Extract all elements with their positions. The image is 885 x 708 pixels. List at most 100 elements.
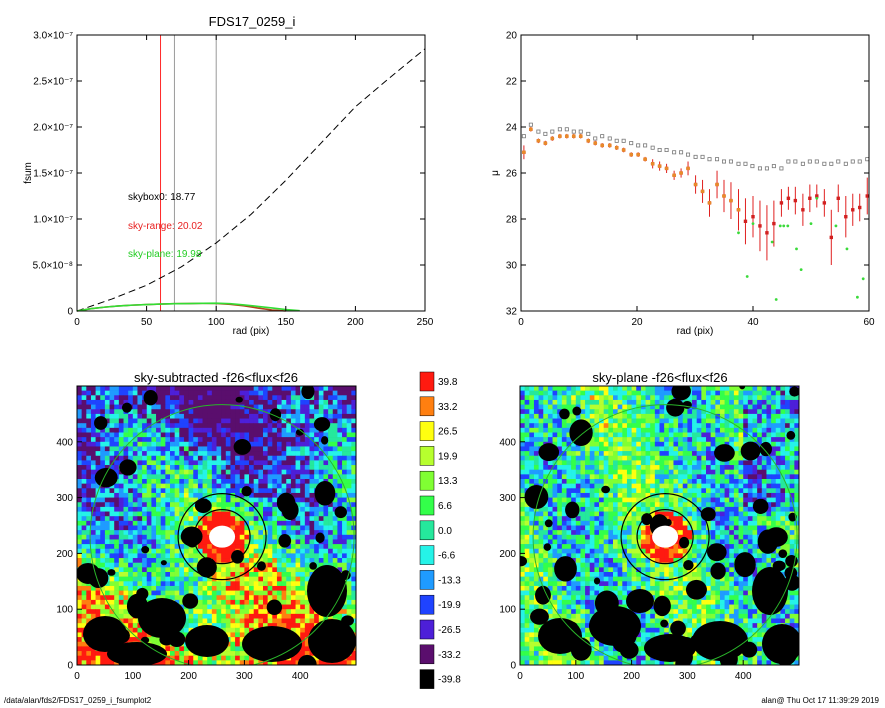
image-pixel [543, 409, 549, 415]
image-pixel [267, 576, 273, 582]
image-pixel [253, 386, 259, 391]
image-pixel [267, 534, 273, 540]
image-pixel [743, 404, 749, 410]
image-pixel [323, 553, 329, 559]
image-pixel [696, 409, 702, 415]
image-pixel [304, 530, 310, 536]
image-pixel [538, 427, 544, 433]
image-pixel [729, 395, 735, 401]
image-pixel [585, 395, 591, 401]
image-pixel [230, 613, 236, 619]
image-pixel [77, 590, 82, 596]
image-pixel [599, 451, 604, 457]
image-pixel [211, 572, 217, 577]
image-pixel [118, 604, 124, 610]
image-pixel [710, 418, 716, 424]
image-pixel [337, 534, 343, 540]
image-pixel [151, 409, 157, 415]
mu-gray-point [757, 166, 762, 171]
image-pixel [128, 511, 134, 517]
image-pixel [673, 446, 679, 452]
image-pixel [100, 651, 106, 656]
image-pixel [789, 423, 795, 429]
image-pixel [156, 455, 161, 461]
image-pixel [132, 446, 138, 452]
image-pixel [267, 390, 273, 396]
image-pixel [100, 511, 106, 517]
image-pixel [552, 437, 558, 443]
image-pixel [123, 423, 129, 429]
image-pixel [211, 413, 217, 419]
image-pixel [314, 613, 320, 619]
image-pixel [146, 585, 152, 591]
image-pixel [142, 632, 148, 638]
image-pixel [132, 418, 138, 424]
image-pixel [179, 437, 185, 443]
image-pixel [300, 530, 306, 536]
image-pixel [239, 655, 245, 661]
image-pixel [314, 548, 320, 554]
masked-source [321, 436, 329, 445]
mu-green-point [751, 222, 755, 226]
image-pixel [156, 585, 161, 591]
image-pixel [295, 441, 301, 447]
image-pixel [156, 386, 161, 391]
image-pixel [272, 469, 278, 475]
colorbar-swatch [419, 421, 435, 441]
image-pixel [81, 613, 87, 619]
image-pixel [114, 590, 120, 596]
image-pixel [253, 390, 259, 396]
image-pixel [780, 404, 786, 410]
image-pixel [207, 390, 213, 396]
image-pixel [77, 492, 82, 498]
image-pixel [193, 479, 199, 484]
image-pixel [183, 395, 189, 401]
image-pixel [295, 413, 301, 419]
image-pixel [104, 502, 110, 508]
image-pixel [318, 386, 324, 391]
image-pixel [281, 455, 287, 461]
image-pixel [272, 395, 278, 401]
mu-red-point [758, 224, 762, 228]
image-pixel [90, 483, 96, 489]
image-pixel [142, 451, 148, 457]
image-pixel [77, 441, 82, 447]
image-pixel [668, 395, 674, 401]
image-pixel [146, 637, 152, 643]
image-pixel [314, 660, 320, 665]
image-pixel [183, 492, 189, 498]
image-pixel [123, 451, 129, 457]
image-pixel [613, 423, 618, 429]
image-pixel [207, 395, 213, 401]
image-pixel [561, 451, 567, 457]
image-pixel [290, 413, 296, 419]
image-pixel [281, 432, 287, 438]
image-pixel [202, 511, 208, 517]
image-pixel [337, 544, 343, 550]
image-pixel [179, 562, 185, 568]
image-pixel [258, 553, 264, 559]
image-pixel [757, 409, 763, 415]
image-pixel [170, 404, 175, 410]
image-pixel [249, 609, 254, 615]
image-pixel [160, 386, 166, 391]
image-pixel [244, 390, 250, 396]
image-pixel [342, 534, 347, 540]
image-pixel [715, 441, 721, 447]
image-pixel [626, 413, 632, 419]
image-pixel [249, 474, 254, 480]
image-pixel [100, 516, 106, 522]
image-pixel [165, 576, 171, 582]
image-pixel [785, 395, 790, 401]
image-pixel [318, 553, 324, 559]
image-pixel [170, 502, 175, 508]
image-pixel [267, 488, 273, 494]
image-pixel [160, 488, 166, 494]
image-pixel [729, 413, 735, 419]
image-pixel [300, 465, 306, 470]
image-pixel [132, 474, 138, 480]
image-pixel [608, 399, 614, 405]
image-pixel [682, 441, 688, 447]
image-pixel [286, 585, 292, 591]
image-pixel [128, 618, 134, 624]
